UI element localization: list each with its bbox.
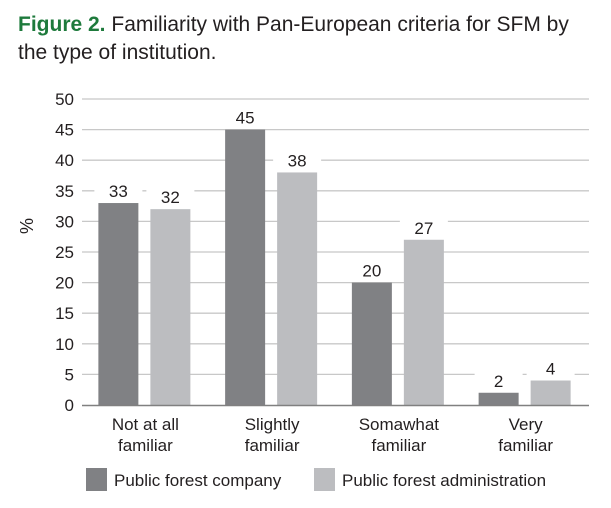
data-label: 33	[109, 182, 128, 201]
figure-caption: Figure 2. Familiarity with Pan-European …	[18, 11, 603, 67]
data-label-backdrop	[94, 179, 143, 202]
data-label: 45	[236, 109, 255, 128]
data-label-backdrop	[221, 105, 270, 128]
y-tick-label: 45	[55, 121, 74, 140]
data-label: 20	[362, 262, 381, 281]
bar	[351, 282, 392, 405]
x-category-label-line: familiar	[371, 436, 426, 455]
y-tick-label: 15	[55, 304, 74, 323]
legend-swatch	[86, 468, 107, 491]
legend-label: Public forest company	[114, 471, 282, 490]
y-tick-label: 40	[55, 151, 74, 170]
data-label: 4	[546, 360, 555, 379]
y-tick-label: 10	[55, 335, 74, 354]
bar	[150, 209, 191, 405]
data-label-backdrop	[273, 148, 322, 171]
bar	[530, 380, 571, 405]
x-category-label: Very familiar	[498, 415, 553, 455]
x-category-label: Not at all familiar	[112, 415, 179, 455]
y-tick-label: 25	[55, 243, 74, 262]
x-category-label-line: Very	[509, 415, 544, 434]
y-tick-label: 30	[55, 212, 74, 231]
bar	[478, 392, 519, 405]
x-category-label-line: familiar	[118, 436, 173, 455]
legend-swatch	[314, 468, 335, 491]
data-label-backdrop	[146, 185, 195, 208]
x-category-label-line: familiar	[245, 436, 300, 455]
legend: Public forest company Public forest admin…	[86, 468, 546, 491]
bar	[98, 203, 139, 405]
data-label: 32	[161, 188, 180, 207]
y-tick-label: 50	[55, 90, 74, 109]
legend-label: Public forest administration	[342, 471, 546, 490]
y-tick-label: 5	[65, 365, 74, 384]
data-label-backdrop	[399, 215, 448, 238]
x-category-label-line: Slightly	[245, 415, 300, 434]
x-category-label-line: familiar	[498, 436, 553, 455]
figure-label: Figure 2.	[18, 13, 106, 36]
data-label: 2	[494, 372, 503, 391]
data-label-backdrop	[347, 258, 396, 281]
y-tick-label: 0	[65, 396, 74, 415]
bar	[225, 129, 266, 405]
bar	[403, 239, 444, 405]
data-labels: 33 45 20 2 32 38 27 4	[94, 105, 575, 391]
figure-caption-text: Familiarity with Pan-European criteria f…	[18, 13, 569, 64]
x-category-label-line: Not at all	[112, 415, 179, 434]
x-category-label: Slightly familiar	[245, 415, 300, 455]
bars	[98, 129, 571, 405]
y-tick-label: 35	[55, 182, 74, 201]
bar	[277, 172, 318, 405]
x-category-label-line: Somawhat	[359, 415, 440, 434]
y-axis-ticks: 0 5 10 15 20 25 30 35 40 45 50	[55, 90, 74, 415]
x-category-label: Somawhat familiar	[359, 415, 440, 455]
data-label-backdrop	[526, 356, 575, 379]
data-label: 27	[414, 219, 433, 238]
data-label: 38	[288, 151, 307, 170]
y-axis-label: %	[17, 218, 37, 234]
data-label-backdrop	[474, 368, 523, 391]
y-tick-label: 20	[55, 274, 74, 293]
